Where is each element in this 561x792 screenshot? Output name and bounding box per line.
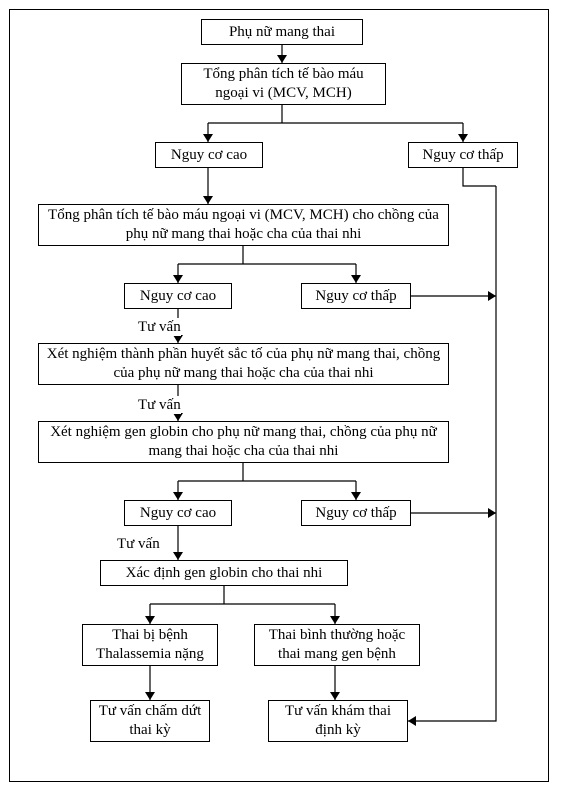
node-n9: Xét nghiệm gen globin cho phụ nữ mang th… xyxy=(38,421,449,463)
arrowhead xyxy=(458,134,468,142)
arrowhead xyxy=(408,716,416,726)
node-n8: Xét nghiệm thành phần huyết sắc tố của p… xyxy=(38,343,449,385)
arrowhead xyxy=(203,196,213,204)
arrowhead xyxy=(173,413,183,421)
edges-layer xyxy=(0,0,561,792)
node-n1: Phụ nữ mang thai xyxy=(201,19,363,45)
arrowhead xyxy=(488,291,496,301)
node-n3: Nguy cơ cao xyxy=(155,142,263,168)
arrowhead xyxy=(145,616,155,624)
label-l2: Tư vấn xyxy=(138,396,181,414)
arrowhead xyxy=(173,275,183,283)
label-l1: Tư vấn xyxy=(138,318,181,336)
arrowhead xyxy=(203,134,213,142)
label-l3: Tư vấn xyxy=(117,535,160,553)
arrowhead xyxy=(277,55,287,63)
arrowhead xyxy=(173,492,183,500)
node-n16: Tư vấn khám thai định kỳ xyxy=(268,700,408,742)
node-n4: Nguy cơ thấp xyxy=(408,142,518,168)
arrowhead xyxy=(351,275,361,283)
edge-n4v-n4v xyxy=(463,168,496,186)
node-n6: Nguy cơ cao xyxy=(124,283,232,309)
arrowhead xyxy=(488,508,496,518)
arrowhead xyxy=(173,552,183,560)
arrowhead xyxy=(330,616,340,624)
arrowhead xyxy=(351,492,361,500)
node-n10: Nguy cơ cao xyxy=(124,500,232,526)
node-n14: Thai bình thường hoặc thai mang gen bệnh xyxy=(254,624,420,666)
arrowhead xyxy=(330,692,340,700)
arrowhead xyxy=(145,692,155,700)
node-n5: Tổng phân tích tế bào máu ngoại vi (MCV,… xyxy=(38,204,449,246)
node-n13: Thai bị bệnh Thalassemia nặng xyxy=(82,624,218,666)
node-n2: Tổng phân tích tế bào máu ngoại vi (MCV,… xyxy=(181,63,386,105)
arrowhead xyxy=(173,335,183,343)
node-n11: Nguy cơ thấp xyxy=(301,500,411,526)
node-n7: Nguy cơ thấp xyxy=(301,283,411,309)
node-n15: Tư vấn chấm dứt thai kỳ xyxy=(90,700,210,742)
node-n12: Xác định gen globin cho thai nhi xyxy=(100,560,348,586)
